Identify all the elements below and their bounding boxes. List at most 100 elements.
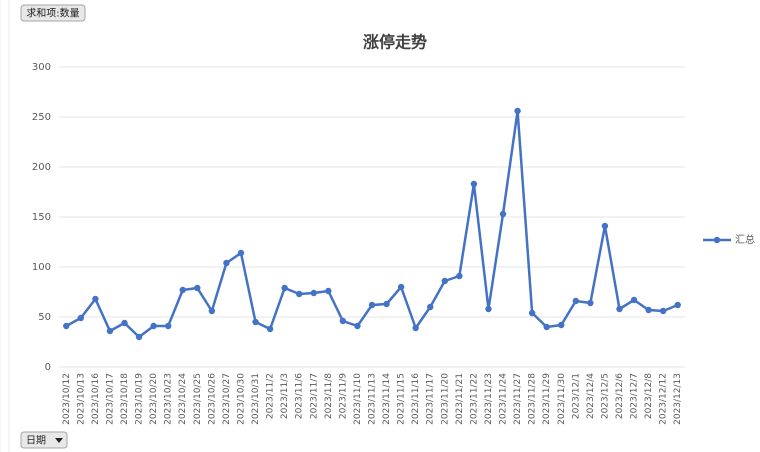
point (674, 301, 681, 309)
x-tick-label: 2023/11/14 (382, 373, 392, 425)
point (223, 259, 230, 267)
x-tick-label: 2023/12/8 (644, 373, 654, 419)
x-tick-label: 2023/10/16 (91, 373, 101, 425)
point (441, 277, 448, 285)
x-tick-label: 2023/10/12 (62, 373, 72, 425)
x-tick-label: 2023/10/13 (76, 373, 86, 425)
point (383, 300, 390, 308)
point (121, 319, 128, 327)
x-tick-label: 2023/10/19 (135, 373, 145, 425)
point (485, 305, 492, 313)
x-tick-label: 2023/10/27 (222, 373, 232, 425)
point (281, 284, 288, 292)
point (252, 318, 259, 326)
axis-field-label: 日期 (26, 435, 46, 447)
value-field-label: 求和项:数量 (26, 7, 79, 20)
x-tick-label: 2023/11/8 (324, 373, 334, 419)
x-tick-label: 2023/11/2 (266, 373, 276, 419)
axis-field-button[interactable] (20, 431, 68, 449)
point (194, 284, 201, 292)
y-tick-label: 100 (32, 262, 51, 273)
x-tick-label: 2023/12/4 (586, 373, 596, 419)
y-tick-label: 150 (32, 212, 51, 223)
point (296, 290, 303, 298)
point (616, 305, 623, 313)
point (499, 210, 507, 218)
x-tick-label: 2023/10/30 (236, 373, 246, 425)
x-tick-label: 2023/10/26 (207, 373, 217, 425)
point (339, 317, 347, 325)
point (354, 322, 361, 330)
x-tick-label: 2023/11/22 (469, 373, 479, 425)
point (237, 249, 245, 257)
x-tick-label: 2023/10/18 (120, 373, 130, 425)
point (368, 301, 376, 309)
point (645, 306, 652, 314)
point (572, 297, 580, 305)
x-tick-label: 2023/11/21 (455, 373, 465, 425)
dropdown-arrow (55, 438, 63, 443)
x-tick-label: 2023/11/6 (295, 373, 305, 419)
x-tick-label: 2023/11/30 (557, 373, 567, 425)
x-tick-label: 2023/12/7 (630, 373, 640, 419)
point (528, 309, 536, 317)
x-tick-label: 2023/12/5 (600, 373, 610, 419)
point (456, 272, 463, 280)
x-tick-label: 2023/12/6 (615, 373, 625, 419)
point (150, 322, 157, 330)
x-tick-label: 2023/10/31 (251, 373, 261, 425)
x-tick-label: 2023/11/27 (513, 373, 523, 425)
x-tick-label: 2023/10/17 (105, 373, 115, 425)
x-tick-label: 2023/12/13 (673, 373, 683, 425)
point (543, 323, 550, 331)
x-tick-label: 2023/11/24 (499, 373, 509, 425)
x-tick-label: 2023/11/16 (411, 373, 421, 425)
point (601, 222, 609, 230)
legend-label: 汇总 (735, 233, 755, 246)
point (427, 303, 434, 311)
point (558, 321, 565, 329)
legend-marker (713, 236, 721, 244)
x-tick-label: 2023/11/17 (426, 373, 436, 425)
point (63, 322, 70, 330)
point (514, 107, 521, 115)
y-tick-label: 0 (45, 362, 51, 373)
x-tick-label: 2023/11/7 (309, 373, 319, 419)
x-tick-label: 2023/11/20 (440, 373, 450, 425)
x-tick-label: 2023/11/13 (368, 373, 378, 425)
point (208, 307, 216, 315)
x-tick-label: 2023/10/25 (193, 373, 203, 425)
y-tick-label: 300 (32, 62, 51, 73)
x-tick-label: 2023/11/10 (353, 373, 363, 425)
x-tick-label: 2023/11/3 (280, 373, 290, 419)
x-tick-label: 2023/11/9 (338, 373, 348, 419)
x-tick-label: 2023/10/23 (164, 373, 174, 425)
value-field-button[interactable] (20, 4, 86, 22)
y-tick-label: 50 (38, 312, 51, 323)
y-tick-label: 250 (32, 112, 51, 123)
point (135, 333, 143, 341)
x-tick-label: 2023/11/15 (397, 373, 407, 425)
y-tick-label: 200 (32, 162, 51, 173)
x-tick-label: 2023/11/29 (542, 373, 552, 425)
point (325, 287, 332, 295)
point (266, 325, 274, 333)
point (77, 314, 85, 322)
x-tick-label: 2023/12/12 (659, 373, 669, 425)
x-tick-label: 2023/11/28 (528, 373, 538, 425)
point (106, 327, 114, 335)
point (92, 295, 99, 303)
x-tick-label: 2023/11/23 (484, 373, 494, 425)
x-tick-label: 2023/12/1 (571, 373, 581, 419)
x-tick-label: 2023/10/24 (178, 373, 188, 425)
point (630, 296, 638, 304)
point (397, 283, 405, 291)
chart-title: 涨停走势 (363, 33, 427, 52)
point (412, 324, 419, 332)
point (587, 299, 594, 307)
point (310, 289, 317, 297)
point (470, 180, 478, 188)
point (164, 322, 172, 330)
